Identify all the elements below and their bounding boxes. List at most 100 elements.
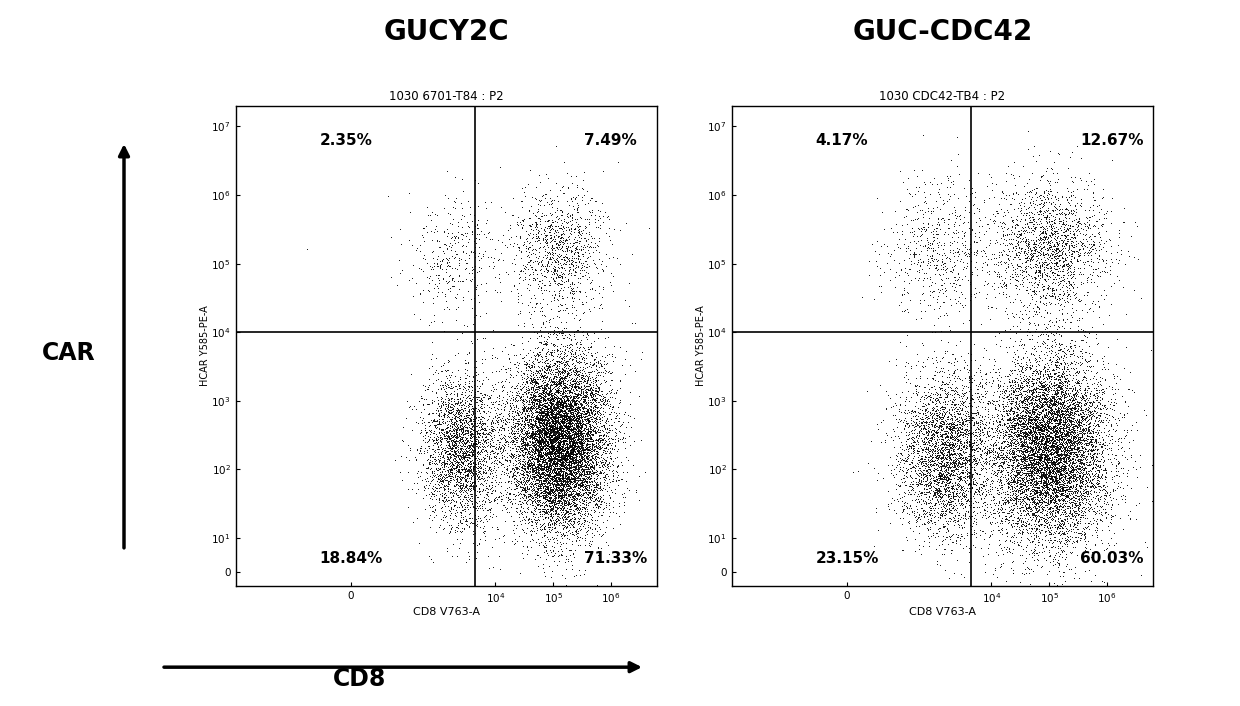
Point bbox=[476, 460, 496, 472]
Point bbox=[548, 422, 568, 433]
Point bbox=[1064, 441, 1084, 453]
Point bbox=[450, 414, 470, 426]
Point bbox=[1030, 436, 1050, 447]
Point bbox=[1061, 481, 1081, 492]
Point bbox=[1009, 416, 1029, 427]
Point bbox=[1032, 472, 1052, 483]
Point bbox=[466, 441, 486, 452]
Point bbox=[418, 398, 438, 409]
Point bbox=[417, 472, 436, 484]
Point bbox=[915, 403, 935, 414]
Point bbox=[931, 507, 951, 518]
Point bbox=[1009, 465, 1029, 477]
Point bbox=[443, 459, 463, 470]
Point bbox=[1039, 325, 1059, 337]
Point bbox=[570, 455, 590, 466]
Point bbox=[556, 478, 575, 489]
Point bbox=[1049, 404, 1069, 415]
Point bbox=[949, 428, 968, 439]
Point bbox=[1016, 452, 1035, 463]
Point bbox=[471, 501, 491, 512]
Point bbox=[915, 417, 935, 428]
Point bbox=[1052, 544, 1071, 556]
Point bbox=[1040, 315, 1060, 326]
Point bbox=[967, 420, 987, 431]
Point bbox=[563, 452, 583, 463]
Point bbox=[542, 566, 562, 577]
Point bbox=[539, 560, 559, 571]
Point bbox=[578, 361, 598, 372]
Point bbox=[441, 275, 461, 286]
Point bbox=[1061, 453, 1081, 465]
Point bbox=[1086, 450, 1106, 462]
Point bbox=[551, 396, 570, 407]
Point bbox=[432, 375, 451, 386]
Point bbox=[1021, 458, 1040, 469]
Point bbox=[1076, 454, 1096, 465]
Point bbox=[526, 301, 546, 312]
Point bbox=[460, 405, 480, 417]
Point bbox=[960, 243, 980, 254]
Point bbox=[1068, 517, 1087, 529]
Point bbox=[975, 490, 994, 501]
Point bbox=[1043, 490, 1063, 501]
Point bbox=[911, 479, 931, 490]
Point bbox=[408, 443, 428, 454]
Point bbox=[906, 431, 926, 443]
Point bbox=[1008, 429, 1028, 441]
Point bbox=[454, 452, 474, 463]
Point bbox=[987, 447, 1007, 458]
Point bbox=[1085, 403, 1105, 414]
Point bbox=[557, 484, 577, 496]
Point bbox=[546, 433, 565, 445]
Point bbox=[544, 452, 564, 463]
Point bbox=[551, 429, 570, 440]
Point bbox=[461, 446, 481, 457]
Point bbox=[422, 472, 441, 483]
Point bbox=[525, 354, 544, 365]
Point bbox=[961, 427, 981, 438]
Point bbox=[965, 452, 985, 463]
Point bbox=[465, 470, 485, 481]
Point bbox=[1047, 501, 1066, 513]
Point bbox=[463, 402, 482, 413]
Point bbox=[1114, 216, 1133, 227]
Point bbox=[580, 493, 600, 505]
Point bbox=[906, 467, 926, 479]
Point bbox=[460, 501, 480, 513]
Point bbox=[978, 484, 998, 496]
Point bbox=[443, 443, 463, 455]
Point bbox=[539, 394, 559, 405]
Point bbox=[882, 465, 901, 476]
Point bbox=[1050, 430, 1070, 441]
Point bbox=[556, 416, 575, 427]
Point bbox=[1043, 413, 1063, 424]
Point bbox=[1084, 431, 1104, 443]
Point bbox=[553, 481, 573, 492]
Point bbox=[918, 221, 937, 232]
Point bbox=[997, 407, 1017, 419]
Point bbox=[445, 448, 465, 460]
Point bbox=[1054, 411, 1074, 422]
Point bbox=[573, 432, 593, 443]
Point bbox=[966, 467, 986, 479]
Point bbox=[986, 291, 1006, 302]
Point bbox=[908, 438, 928, 450]
Point bbox=[542, 478, 562, 489]
Point bbox=[1054, 441, 1074, 453]
Point bbox=[982, 248, 1002, 259]
Point bbox=[1065, 436, 1085, 448]
Point bbox=[887, 450, 906, 461]
Point bbox=[441, 370, 461, 381]
Point bbox=[1002, 376, 1022, 387]
Point bbox=[439, 467, 459, 478]
Point bbox=[1025, 481, 1045, 493]
Point bbox=[580, 446, 600, 457]
Point bbox=[918, 417, 937, 428]
Point bbox=[549, 460, 569, 471]
Point bbox=[425, 463, 445, 474]
Point bbox=[1107, 239, 1127, 251]
Point bbox=[565, 346, 585, 357]
Point bbox=[579, 415, 599, 426]
Point bbox=[1007, 433, 1027, 444]
